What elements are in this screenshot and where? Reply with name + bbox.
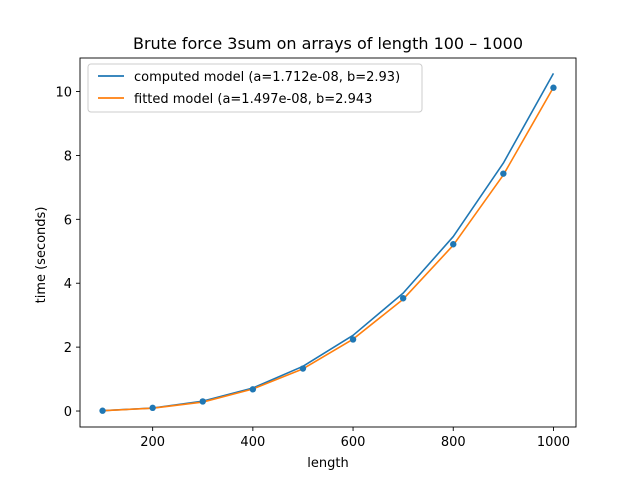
data-point xyxy=(249,386,257,393)
data-point xyxy=(99,407,106,414)
series-line-1 xyxy=(102,72,555,412)
legend-box xyxy=(87,63,423,113)
legend: computed model (a=1.712e-08, b=2.93) fitt… xyxy=(87,63,423,113)
y-tick-label: 6 xyxy=(64,213,72,228)
plot-area xyxy=(79,57,577,428)
data-point xyxy=(550,84,557,91)
x-tick-label: 600 xyxy=(341,435,366,450)
data-point xyxy=(149,404,156,412)
y-axis-label: time (seconds) xyxy=(34,207,49,304)
chart-title: Brute force 3sum on arrays of length 100… xyxy=(133,34,523,53)
x-tick-label: 1000 xyxy=(537,435,570,450)
legend-entry-1: computed model (a=1.712e-08, b=2.93) xyxy=(134,70,400,85)
y-tick-label: 4 xyxy=(64,277,72,292)
data-point xyxy=(299,365,307,372)
x-tick-label: 200 xyxy=(140,435,165,450)
x-tick-label: 800 xyxy=(441,435,466,450)
plot-frame xyxy=(79,57,577,428)
series-line-2 xyxy=(102,86,555,412)
data-point xyxy=(199,398,206,405)
y-axis: 0 2 4 6 8 10 xyxy=(55,86,80,420)
legend-entry-2: fitted model (a=1.497e-08, b=2.943 xyxy=(134,92,372,107)
x-tick-label: 400 xyxy=(240,435,265,450)
data-point xyxy=(349,336,357,343)
y-tick-label: 10 xyxy=(55,86,72,101)
y-tick-label: 2 xyxy=(64,341,72,356)
data-point xyxy=(500,170,507,177)
x-axis: 200 400 600 800 1000 xyxy=(140,427,570,450)
data-point xyxy=(399,295,407,302)
x-axis-label: length xyxy=(307,456,348,471)
data-point xyxy=(450,241,457,248)
y-tick-label: 8 xyxy=(64,149,72,164)
chart-marks xyxy=(99,72,557,414)
y-tick-label: 0 xyxy=(64,405,72,420)
